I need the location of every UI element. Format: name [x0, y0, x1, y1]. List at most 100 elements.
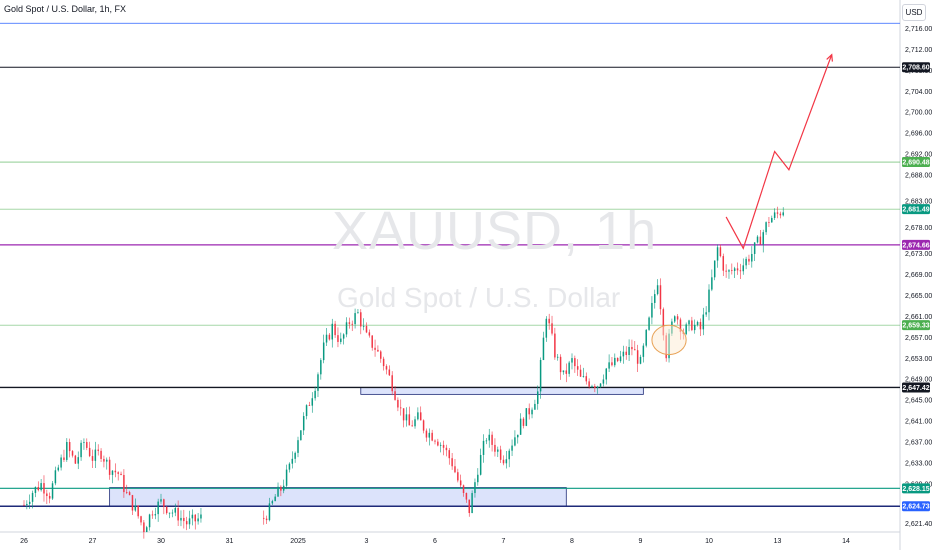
candle-body	[545, 318, 548, 338]
candle-body	[525, 408, 528, 426]
axis-layer: 2,716.002,712.002,708.002,704.002,700.00…	[20, 26, 932, 545]
candle-body	[268, 503, 271, 521]
candle-body	[365, 326, 368, 333]
candle-body	[305, 405, 308, 417]
candle-body	[465, 492, 468, 500]
candle-body	[733, 268, 736, 271]
candle-body	[691, 320, 693, 331]
y-tick-label: 2,696.00	[905, 131, 932, 138]
candle-body	[317, 374, 319, 391]
candle-body	[191, 514, 194, 519]
candle-body	[442, 444, 445, 448]
candle-body	[114, 470, 117, 473]
candle-body	[548, 318, 550, 324]
candle-body	[451, 458, 453, 467]
candle-body	[285, 469, 288, 486]
candle-body	[662, 309, 665, 336]
candle-body	[656, 285, 659, 295]
candle-body	[494, 444, 496, 452]
demand-zone-middle[interactable]	[360, 387, 644, 395]
candle-body	[91, 456, 94, 461]
candle-body	[779, 213, 782, 216]
candle-body	[302, 416, 305, 431]
candle-body	[625, 351, 627, 355]
candle-body	[651, 302, 653, 318]
candle-body	[582, 376, 585, 377]
candle-body	[48, 496, 51, 499]
candle-body	[696, 321, 699, 325]
candle-body	[86, 442, 88, 448]
zone-layer	[109, 387, 644, 507]
candle-body	[137, 505, 139, 517]
candle-body	[197, 518, 199, 522]
candle-body	[699, 321, 702, 330]
projection-path[interactable]	[725, 54, 833, 250]
candle-body	[180, 517, 182, 521]
price-badge-label: 2,647.42	[902, 385, 929, 392]
y-tick-label: 2,704.00	[905, 89, 932, 96]
candle-body	[708, 289, 710, 313]
price-badge-bg	[902, 157, 930, 168]
candle-body	[145, 527, 148, 533]
candle-body	[445, 447, 448, 451]
x-tick-label: 14	[842, 538, 850, 545]
watermark-symbol: XAUUSD, 1h	[332, 201, 658, 261]
candle-body	[385, 366, 388, 370]
y-tick-label: 2,665.00	[905, 293, 932, 300]
candle-body	[277, 486, 279, 497]
currency-button[interactable]: USD	[902, 4, 926, 21]
candle-body	[711, 277, 713, 290]
candle-body	[103, 458, 105, 462]
symbol-title[interactable]: Gold Spot / U.S. Dollar, 1h, FX	[4, 4, 127, 14]
candle-body	[693, 324, 696, 331]
candle-body	[134, 505, 137, 511]
candle-body	[380, 351, 382, 359]
price-badge-label: 2,674.66	[902, 242, 929, 249]
candle-body	[782, 212, 784, 216]
candle-body	[428, 432, 431, 438]
candle-body	[34, 486, 37, 493]
candle-body	[571, 358, 573, 363]
candle-body	[402, 408, 405, 421]
candle-body	[117, 472, 119, 474]
price-badge-label: 2,659.33	[902, 323, 929, 330]
candle-body	[731, 270, 733, 271]
candle-body	[54, 470, 57, 484]
candle-body	[360, 312, 362, 327]
candle-body	[454, 466, 456, 473]
price-badge: 2,624.73	[902, 501, 930, 512]
y-tick-label: 2,692.00	[905, 152, 932, 159]
candle-body	[362, 326, 365, 327]
y-tick-label: 2,653.00	[905, 356, 932, 363]
candle-body	[131, 495, 134, 511]
candle-body	[168, 512, 171, 514]
candle-body	[311, 398, 314, 406]
candle-body	[773, 212, 776, 218]
candle-body	[300, 430, 302, 441]
candle-body	[505, 459, 508, 464]
candle-body	[177, 508, 179, 521]
candle-body	[422, 420, 425, 431]
x-tick-label: 7	[502, 538, 506, 545]
candle-body	[477, 474, 479, 483]
candle-body	[528, 408, 530, 415]
candles-layer	[23, 206, 784, 539]
ellipse-annotation[interactable]	[651, 324, 687, 356]
horizontal-lines-layer	[0, 22, 900, 507]
candle-body	[160, 499, 162, 502]
candle-body	[154, 514, 157, 516]
candle-body	[57, 467, 59, 471]
candle-body	[542, 337, 545, 360]
y-tick-label: 2,712.00	[905, 47, 932, 54]
price-badge-label: 2,624.73	[902, 504, 929, 511]
candle-body	[143, 522, 145, 533]
candle-body	[165, 506, 168, 514]
candle-body	[291, 458, 294, 464]
candle-body	[40, 483, 42, 491]
candle-body	[485, 440, 488, 442]
candle-body	[126, 492, 128, 493]
candle-body	[148, 514, 151, 528]
candle-body	[23, 504, 25, 506]
